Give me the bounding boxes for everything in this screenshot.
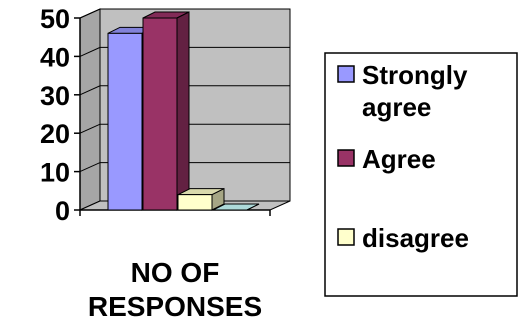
gridlines bbox=[79, 8, 290, 173]
legend-swatch bbox=[337, 65, 355, 83]
gridline bbox=[79, 8, 290, 19]
legend-label: Strongly bbox=[362, 60, 468, 90]
bar bbox=[177, 187, 225, 211]
bar-side bbox=[176, 11, 190, 211]
legend-label: agree bbox=[362, 92, 431, 122]
y-tick-label: 40 bbox=[40, 42, 70, 72]
bar bbox=[212, 203, 260, 211]
legend-box bbox=[324, 52, 518, 297]
gridline bbox=[79, 85, 290, 96]
y-tick-label: 20 bbox=[40, 119, 70, 149]
y-tick-label: 10 bbox=[40, 158, 70, 188]
y-tick-label: 30 bbox=[40, 81, 70, 111]
bar-front bbox=[107, 32, 143, 211]
bar-front bbox=[177, 194, 213, 211]
legend-entry: Agree bbox=[337, 144, 436, 174]
gridline bbox=[79, 123, 290, 134]
legend-entry: disagree bbox=[337, 223, 469, 253]
legend-swatch bbox=[337, 149, 355, 167]
gridline bbox=[79, 46, 290, 57]
y-tick-label: 50 bbox=[40, 4, 70, 34]
bar-front bbox=[142, 17, 178, 211]
x-axis-label-line-1: NO OF bbox=[131, 257, 220, 288]
y-tick-label: 0 bbox=[55, 196, 70, 226]
legend-label: disagree bbox=[362, 223, 469, 253]
legend-label: Agree bbox=[362, 144, 436, 174]
gridline bbox=[79, 162, 290, 173]
bar bbox=[142, 11, 190, 211]
y-axis-ticks: 0 10 20 30 40 50 bbox=[40, 4, 271, 226]
bars bbox=[107, 11, 260, 211]
bar-side bbox=[246, 203, 260, 211]
legend-swatch bbox=[337, 228, 355, 246]
x-axis-label-line-2: RESPONSES bbox=[88, 291, 262, 322]
